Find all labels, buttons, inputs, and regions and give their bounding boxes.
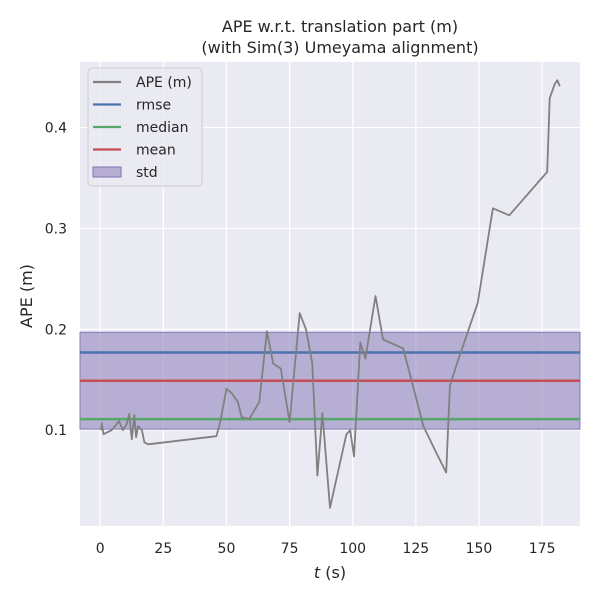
x-tick-label: 0 (96, 541, 105, 557)
x-tick-label: 125 (402, 541, 429, 557)
chart-title: APE w.r.t. translation part (m) (222, 17, 458, 36)
chart-subtitle: (with Sim(3) Umeyama alignment) (201, 38, 478, 57)
y-axis-label: APE (m) (17, 264, 36, 328)
series-group (100, 79, 561, 509)
x-tick-label: 100 (339, 541, 366, 557)
legend-label: rmse (136, 98, 171, 114)
legend-label: median (136, 120, 188, 136)
x-tick-label: 175 (529, 541, 556, 557)
legend-label: std (136, 165, 158, 181)
x-axis-label-var: t (314, 563, 321, 582)
y-tick-label: 0.2 (45, 322, 67, 338)
y-tick-labels: 0.1 0.2 0.3 0.4 (45, 121, 67, 440)
x-axis-label: t (s) (314, 563, 346, 582)
x-tick-label: 150 (466, 541, 493, 557)
x-tick-label: 50 (218, 541, 236, 557)
x-tick-label: 75 (281, 541, 299, 557)
stat-lines-group (80, 351, 580, 421)
legend: APE (m) rmse median mean std (87, 67, 203, 187)
legend-box (87, 67, 203, 187)
legend-swatch (92, 166, 122, 178)
y-tick-label: 0.3 (45, 221, 67, 237)
y-tick-label: 0.4 (45, 121, 67, 137)
series-line-ape (100, 79, 561, 509)
grid-lines (80, 62, 580, 526)
x-tick-label: 25 (154, 541, 172, 557)
legend-label: APE (m) (136, 75, 192, 91)
x-axis-label-unit: (s) (320, 563, 346, 582)
legend-label: mean (136, 143, 176, 159)
x-tick-labels: 0 25 50 75 100 125 150 175 (96, 541, 556, 557)
y-tick-label: 0.1 (45, 423, 67, 439)
